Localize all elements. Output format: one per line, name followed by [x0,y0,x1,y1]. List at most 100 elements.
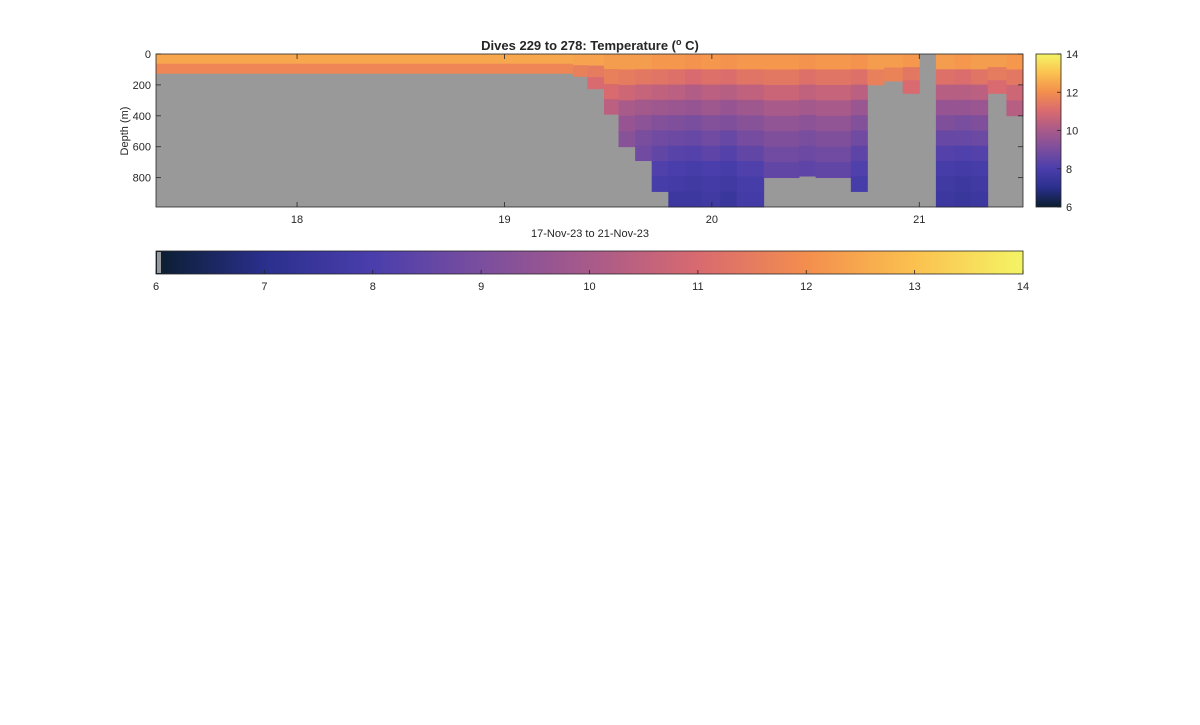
heatmap-cell [884,54,904,68]
heatmap-cell [720,69,738,85]
heatmap-cell [684,54,702,70]
vertical-colorbar-gradient [1035,53,1062,208]
heatmap-plot: 18 19 20 21 0 200 400 600 800 [133,49,1024,226]
hcolorbar-tick-label: 9 [478,281,484,293]
heatmap-cell [618,69,636,86]
heatmap-cell [668,130,686,147]
heatmap-cell [668,161,686,177]
heatmap-cell [651,115,669,131]
heatmap-cell [604,99,619,115]
heatmap-cell [798,69,816,85]
heatmap-cell [935,99,955,116]
heatmap-cell [701,69,721,85]
heatmap-cell [668,176,686,193]
y-tick-label: 600 [133,142,151,154]
heatmap-cell [651,160,669,177]
heatmap-cell [815,162,852,179]
hcolorbar-tick-label: 11 [692,281,703,293]
heatmap-cell [971,99,989,116]
heatmap-cell [850,145,868,162]
heatmap-cell [684,130,702,147]
heatmap-cell [987,54,1007,68]
heatmap-cell [572,65,588,77]
heatmap-cell [971,191,989,208]
heatmap-cell [850,84,868,101]
heatmap-cell [850,176,868,192]
heatmap-cell [763,69,800,86]
heatmap-cells [156,54,1024,208]
heatmap-cell [798,54,816,70]
heatmap-cell [635,54,653,70]
heatmap-cell [720,161,738,177]
heatmap-cell [701,145,721,162]
heatmap-cell [902,67,920,81]
heatmap-cell [935,84,955,101]
colorbar-tick-label: 10 [1066,126,1078,138]
x-axis-label: 17-Nov-23 to 21-Nov-23 [531,228,649,240]
y-tick-label: 200 [133,80,151,92]
heatmap-cell [701,115,721,131]
heatmap-cell [1006,100,1024,117]
heatmap-cell [604,84,619,100]
heatmap-cell [763,131,800,148]
heatmap-cell [971,161,989,177]
x-tick-label: 20 [706,214,718,226]
plot-frame [155,53,1024,208]
heatmap-cell [798,160,816,177]
heatmap-cell [684,115,702,131]
heatmap-cell [935,145,955,162]
heatmap-cell [736,161,765,177]
heatmap-cell [815,146,852,163]
heatmap-cell [935,161,955,177]
heatmap-cell [684,99,702,116]
heatmap-cell [987,67,1007,81]
heatmap-cell [701,99,721,116]
heatmap-cell [618,131,636,148]
colorbar-tick-label: 8 [1066,164,1072,176]
heatmap-cell [763,84,800,101]
heatmap-cell [987,80,1007,94]
heatmap-cell [668,191,686,208]
heatmap-cell [850,54,868,70]
heatmap-cell [720,191,738,208]
hcolorbar-tick-label: 13 [909,281,921,293]
heatmap-cell [971,130,989,147]
heatmap-cell [954,69,972,85]
heatmap-cell [935,130,955,147]
heatmap-cell [684,84,702,101]
heatmap-cell [701,191,721,208]
hcolorbar-tick-label: 12 [800,281,812,293]
heatmap-cell [701,161,721,177]
heatmap-cell [587,65,605,78]
heatmap-cell [815,115,852,132]
heatmap-cell [763,146,800,163]
colorbar-tick-label: 14 [1066,49,1078,61]
heatmap-cell [954,84,972,101]
heatmap-cell [604,54,619,70]
colorbar-tick-label: 6 [1066,202,1072,214]
y-tick-label: 400 [133,111,151,123]
heatmap-cell [850,160,868,177]
heatmap-cell [798,115,816,131]
heatmap-cell [736,130,765,147]
heatmap-cell [815,100,852,117]
heatmap-cell [701,54,721,70]
hcolorbar-tick-label: 8 [370,281,376,293]
heatmap-cell [954,115,972,131]
y-tick-label: 0 [145,49,151,61]
x-tick-label: 18 [291,214,303,226]
heatmap-cell [684,161,702,177]
heatmap-cell [651,54,669,70]
heatmap-cell [935,176,955,193]
heatmap-cell [815,54,852,70]
heatmap-cell [720,84,738,101]
heatmap-cell [850,130,868,147]
heatmap-cell [736,99,765,116]
heatmap-cell [736,84,765,101]
heatmap-cell [971,145,989,162]
heatmap-cell [815,69,852,86]
heatmap-cell [971,176,989,193]
x-tick-label: 19 [498,214,510,226]
heatmap-cell [1006,84,1024,101]
